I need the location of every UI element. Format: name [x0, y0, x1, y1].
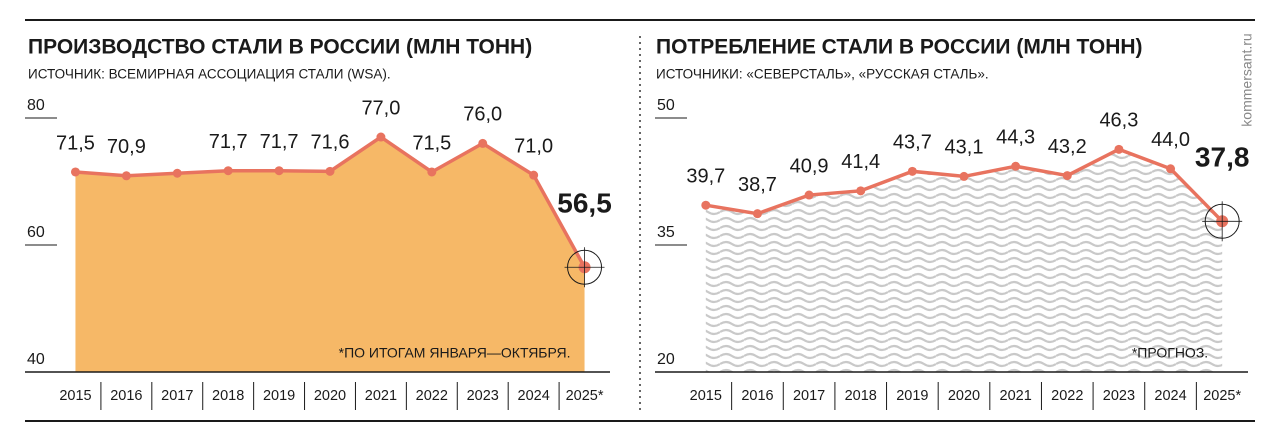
x-tick-label: 2022 [416, 388, 448, 404]
x-tick-label: 2020 [948, 388, 980, 404]
point [1011, 161, 1021, 171]
x-tick-label: 2023 [1103, 388, 1135, 404]
x-tick-label: 2024 [1154, 388, 1186, 404]
point [529, 170, 539, 180]
area [705, 149, 1223, 372]
point [70, 167, 80, 177]
point [1062, 171, 1072, 181]
value-label: 71,7 [260, 131, 299, 153]
x-tick-label: 2017 [793, 388, 825, 404]
point [701, 200, 711, 210]
value-label: 43,1 [945, 137, 984, 159]
point [325, 166, 335, 176]
point [223, 166, 233, 176]
y-tick-label: 20 [657, 351, 675, 368]
value-label: 46,3 [1099, 110, 1138, 132]
y-tick-label: 50 [657, 97, 675, 114]
point [172, 168, 182, 178]
point [478, 138, 488, 148]
value-label: 76,0 [463, 104, 502, 126]
value-label: 37,8 [1195, 142, 1250, 173]
value-label: 44,3 [996, 127, 1035, 149]
point [907, 166, 917, 176]
x-tick-label: 2016 [110, 388, 142, 404]
value-label: 43,2 [1048, 136, 1087, 158]
point [959, 171, 969, 181]
x-tick-label: 2020 [314, 388, 346, 404]
value-label: 71,7 [209, 131, 248, 153]
value-label: 77,0 [361, 97, 400, 119]
x-tick-label: 2018 [845, 388, 877, 404]
x-tick-label: 2023 [467, 388, 499, 404]
value-label: 71,0 [514, 135, 553, 157]
value-label: 41,4 [841, 151, 880, 173]
value-label: 71,5 [412, 132, 451, 154]
point [856, 186, 866, 196]
value-label: 71,5 [56, 132, 95, 154]
x-tick-label: 2019 [896, 388, 928, 404]
point [804, 190, 814, 200]
x-tick-label: 2015 [690, 388, 722, 404]
point [752, 209, 762, 219]
x-tick-label: 2018 [212, 388, 244, 404]
x-tick-label: 2021 [1000, 388, 1032, 404]
watermark: kommersant.ru [1239, 33, 1255, 126]
chart-subtitle: ИСТОЧНИК: ВСЕМИРНАЯ АССОЦИАЦИЯ СТАЛИ (WS… [28, 67, 391, 82]
value-label: 43,7 [893, 132, 932, 154]
x-tick-label: 2024 [518, 388, 550, 404]
value-label: 70,9 [107, 136, 146, 158]
y-tick-label: 60 [27, 224, 45, 241]
value-label: 56,5 [557, 188, 612, 219]
chart-title: ПРОИЗВОДСТВО СТАЛИ В РОССИИ (МЛН ТОНН) [28, 36, 532, 59]
x-tick-label: 2015 [59, 388, 91, 404]
note: *ПРОГНОЗ. [1132, 345, 1208, 361]
x-tick-label: 2025* [1203, 388, 1241, 404]
value-label: 71,6 [311, 132, 350, 154]
x-tick-label: 2025* [566, 388, 604, 404]
chart-title: ПОТРЕБЛЕНИЕ СТАЛИ В РОССИИ (МЛН ТОНН) [656, 36, 1143, 59]
y-tick-label: 40 [27, 351, 45, 368]
x-tick-label: 2016 [741, 388, 773, 404]
area [75, 137, 585, 372]
point [274, 166, 284, 176]
point [121, 171, 131, 181]
y-tick-label: 35 [657, 224, 675, 241]
point [1114, 144, 1124, 154]
chart-subtitle: ИСТОЧНИКИ: «СЕВЕРСТАЛЬ», «РУССКАЯ СТАЛЬ»… [656, 67, 989, 82]
y-tick-label: 80 [27, 97, 45, 114]
value-label: 44,0 [1151, 129, 1190, 151]
x-tick-label: 2022 [1051, 388, 1083, 404]
x-tick-label: 2017 [161, 388, 193, 404]
value-label: 39,7 [686, 165, 725, 187]
point [376, 132, 386, 142]
point [1166, 164, 1176, 174]
x-tick-label: 2021 [365, 388, 397, 404]
x-tick-label: 2019 [263, 388, 295, 404]
point [427, 167, 437, 177]
value-label: 40,9 [790, 155, 829, 177]
note: *ПО ИТОГАМ ЯНВАРЯ—ОКТЯБРЯ. [339, 345, 571, 361]
value-label: 38,7 [738, 174, 777, 196]
